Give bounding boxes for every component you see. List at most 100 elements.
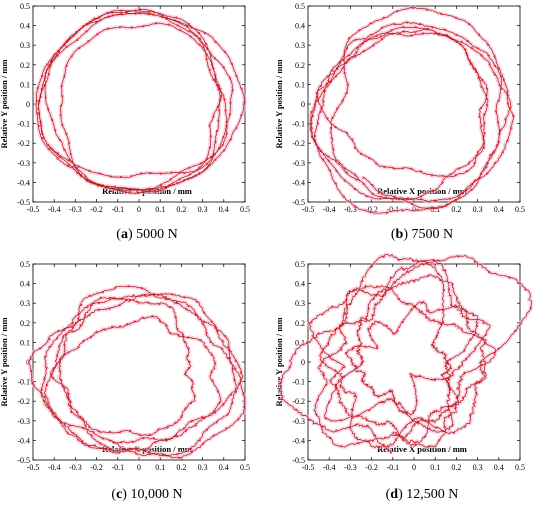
orbit-point xyxy=(372,391,376,394)
caption-d-value: 12,500 N xyxy=(406,487,459,502)
orbit-point xyxy=(66,395,69,398)
orbit-point xyxy=(445,203,448,206)
orbit-point xyxy=(205,167,208,170)
orbit-point xyxy=(43,377,46,380)
orbit-point xyxy=(205,53,208,56)
orbit-point xyxy=(195,174,198,177)
orbit-point xyxy=(63,423,66,427)
orbit-point xyxy=(319,84,322,88)
orbit-point xyxy=(459,379,462,382)
orbit-point xyxy=(124,298,128,301)
orbit-point xyxy=(118,304,121,307)
x-tick-label: 0 xyxy=(137,205,141,214)
orbit-point xyxy=(509,106,512,109)
orbit-point xyxy=(501,151,505,154)
orbit-point xyxy=(198,172,201,175)
orbit-point xyxy=(443,356,446,360)
orbit-point xyxy=(319,364,322,367)
orbit-point xyxy=(368,156,371,160)
orbit-point xyxy=(40,87,44,91)
orbit-point xyxy=(444,377,448,380)
orbit-point xyxy=(235,75,238,78)
orbit-point xyxy=(107,15,110,18)
orbit-point xyxy=(484,333,487,336)
orbit-point xyxy=(374,421,377,424)
orbit-point xyxy=(117,451,121,454)
orbit-point xyxy=(190,450,194,454)
orbit-point xyxy=(350,359,353,362)
orbit-point xyxy=(50,373,53,376)
orbit-point xyxy=(433,32,436,35)
orbit-point xyxy=(355,51,358,54)
orbit-point xyxy=(240,114,243,117)
orbit-point xyxy=(353,146,357,149)
orbit-point xyxy=(392,399,396,402)
orbit-point xyxy=(136,300,139,303)
orbit-point xyxy=(93,182,97,185)
y-axis-title: Relative Y position / mm xyxy=(274,59,284,148)
orbit-point xyxy=(29,357,32,360)
orbit-point xyxy=(354,55,357,58)
orbit-point xyxy=(405,434,408,437)
orbit-point xyxy=(401,209,404,212)
orbit-point xyxy=(344,351,348,355)
orbit-point xyxy=(382,443,385,447)
orbit-point xyxy=(310,127,313,130)
y-tick-label: 0.1 xyxy=(20,80,30,89)
orbit-point xyxy=(402,30,405,33)
orbit-point xyxy=(344,391,348,394)
orbit-point xyxy=(164,297,167,300)
x-tick-label: -0.4 xyxy=(323,205,336,214)
orbit-point xyxy=(222,149,226,152)
y-tick-label: 0.1 xyxy=(20,338,30,347)
orbit-point xyxy=(309,123,312,126)
orbit-point xyxy=(310,135,314,138)
orbit-point xyxy=(214,74,217,77)
orbit-point xyxy=(347,58,350,61)
orbit-point xyxy=(439,278,442,282)
orbit-point xyxy=(76,38,79,42)
orbit-point xyxy=(57,329,60,333)
orbit-point xyxy=(326,117,329,120)
caption-b-letter: b xyxy=(395,227,404,242)
orbit-point xyxy=(443,425,446,429)
orbit-point xyxy=(472,402,475,406)
orbit-point xyxy=(514,329,517,333)
orbit-point xyxy=(383,165,386,169)
orbit-point xyxy=(497,67,501,70)
y-tick-label: 0 xyxy=(26,100,30,109)
orbit-point xyxy=(170,171,173,174)
orbit-point xyxy=(483,371,486,374)
orbit-point xyxy=(375,162,378,165)
y-tick-label: 0.2 xyxy=(20,319,30,328)
orbit-point xyxy=(465,170,469,173)
panel-a: -0.5 -0.4 -0.3 -0.2 -0.1 0 0.1 0.2 0.3 0.4 0.5 -0.5… xyxy=(0,0,275,253)
orbit-point xyxy=(343,179,347,182)
orbit-point xyxy=(524,288,527,291)
orbit-point xyxy=(148,187,151,191)
orbit-point xyxy=(410,308,413,311)
orbit-point xyxy=(478,381,481,384)
x-tick-label: 0.2 xyxy=(176,205,186,214)
orbit-point xyxy=(39,124,43,127)
orbit-point xyxy=(80,173,83,177)
orbit-point xyxy=(62,336,65,339)
orbit-point xyxy=(99,442,102,445)
orbit-point xyxy=(169,332,172,335)
y-tick-label: -0.1 xyxy=(17,378,30,387)
orbit-point xyxy=(393,281,397,284)
orbit-point xyxy=(109,175,112,178)
orbit-point xyxy=(84,175,87,178)
orbit-point xyxy=(50,409,54,412)
orbit-point xyxy=(186,336,190,339)
orbit-point xyxy=(366,424,369,428)
orbit-point xyxy=(316,146,320,149)
orbit-point xyxy=(352,289,355,292)
orbit-point xyxy=(448,386,451,389)
orbit-point xyxy=(343,72,346,75)
orbit-point xyxy=(55,363,58,367)
orbit-point xyxy=(36,112,39,115)
y-tick-label: -0.4 xyxy=(292,436,305,445)
orbit-point xyxy=(44,395,47,398)
orbit-point xyxy=(435,347,438,350)
